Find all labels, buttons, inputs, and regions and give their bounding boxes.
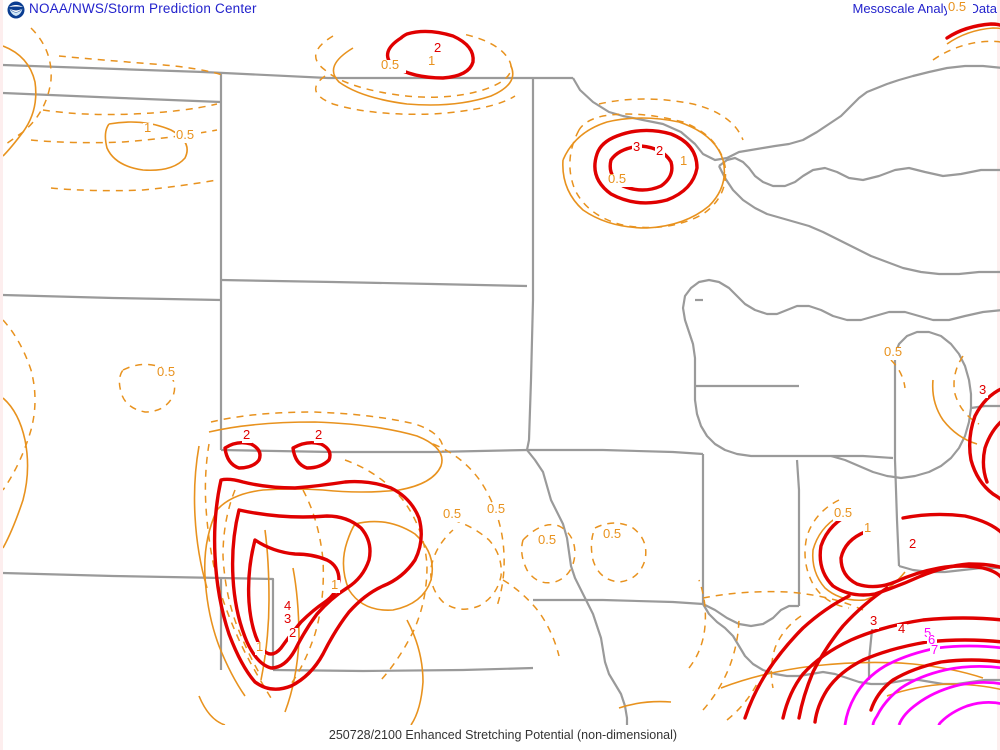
contour-label-layer: 1 0.5 0.5 0.5 1 2 0.5 1 2 3 0.5 2 2 4 3 2 1 1 0.5 0.5 0.5 0.5… (3, 0, 1000, 725)
contour-label-halo (655, 145, 665, 159)
contour-label-halo (930, 644, 940, 658)
contour-label-halo (255, 641, 265, 655)
contour-label: 3 (633, 138, 641, 154)
contour-label: 1 (144, 119, 152, 135)
contour-label: 2 (656, 142, 664, 158)
page-title: NOAA/NWS/Storm Prediction Center (29, 1, 257, 16)
contour-label-halo (156, 366, 182, 380)
contour-label-halo (330, 579, 340, 593)
map-svg (3, 22, 1000, 725)
contour-label: 1 (331, 576, 339, 592)
contour-label-halo (632, 141, 642, 155)
contour-label: 4 (898, 620, 906, 636)
contour-label-halo (978, 384, 988, 398)
contour-label-halo (380, 59, 406, 73)
contour-label-halo (897, 623, 907, 637)
contour-label: 0.5 (608, 170, 627, 186)
contour-label-halo (175, 129, 201, 143)
contour-label: 2 (909, 535, 917, 551)
contour-label-halo (679, 155, 689, 169)
contours-magenta (843, 644, 1000, 725)
contours-orange-dashed (3, 27, 1000, 721)
page-header: NOAA/NWS/Storm Prediction Center Mesosca… (3, 0, 1000, 20)
contour-label: 2 (315, 426, 323, 442)
contour-label: 0.5 (603, 525, 622, 541)
contour-label: 5 (924, 624, 932, 640)
contour-label-halo (869, 615, 879, 629)
contour-label: 0.5 (487, 500, 506, 516)
contour-label-halo (607, 173, 633, 187)
contour-label: 0.5 (834, 504, 853, 520)
contour-label-halo (427, 55, 437, 69)
contour-label: 2 (243, 426, 251, 442)
contour-label: 3 (870, 612, 878, 628)
contour-label-halo (833, 507, 859, 521)
contour-label: 1 (256, 638, 264, 654)
contour-label-halo (883, 346, 909, 360)
contour-map (3, 20, 1000, 725)
contour-label-halo (486, 503, 512, 517)
noaa-logo-icon (7, 1, 25, 19)
state-boundaries (3, 63, 1000, 725)
contour-label: 3 (284, 610, 292, 626)
contour-label: 0.5 (948, 0, 967, 14)
contour-label-halo (283, 600, 293, 614)
contour-label: 4 (284, 597, 292, 613)
dataset-title: Mesoscale Analysis Data (852, 1, 997, 16)
contour-label: 0.5 (538, 531, 557, 547)
contour-label-halo (537, 534, 563, 548)
contour-label-halo (283, 613, 293, 627)
contour-label-halo (314, 429, 324, 443)
contour-label-halo (442, 508, 468, 522)
contour-label: 2 (434, 39, 442, 55)
contour-label: 6 (928, 631, 936, 647)
contour-label-halo (947, 1, 973, 15)
contour-label-halo (433, 42, 443, 56)
contour-label: 1 (864, 519, 872, 535)
contour-label: 0.5 (157, 363, 176, 379)
contour-label: 0.5 (443, 505, 462, 521)
contour-label: 2 (289, 624, 297, 640)
contour-label: 0.5 (381, 56, 400, 72)
contour-label: 0.5 (884, 343, 903, 359)
contour-label: 0.5 (176, 126, 195, 142)
contour-label-halo (288, 627, 298, 641)
contour-label: 1 (680, 152, 688, 168)
contour-label-halo (602, 528, 628, 542)
contours-red (212, 22, 1000, 724)
contour-label-halo (242, 429, 252, 443)
contour-label-halo (923, 627, 933, 641)
contour-label: 7 (931, 641, 939, 657)
contour-label: 3 (979, 381, 987, 397)
contour-label-halo (863, 522, 873, 536)
contour-label-halo (908, 538, 918, 552)
contour-label-halo (927, 634, 937, 648)
contour-label-halo (143, 122, 153, 136)
contour-label: 1 (428, 52, 436, 68)
map-caption: 250728/2100 Enhanced Stretching Potentia… (328, 728, 678, 742)
